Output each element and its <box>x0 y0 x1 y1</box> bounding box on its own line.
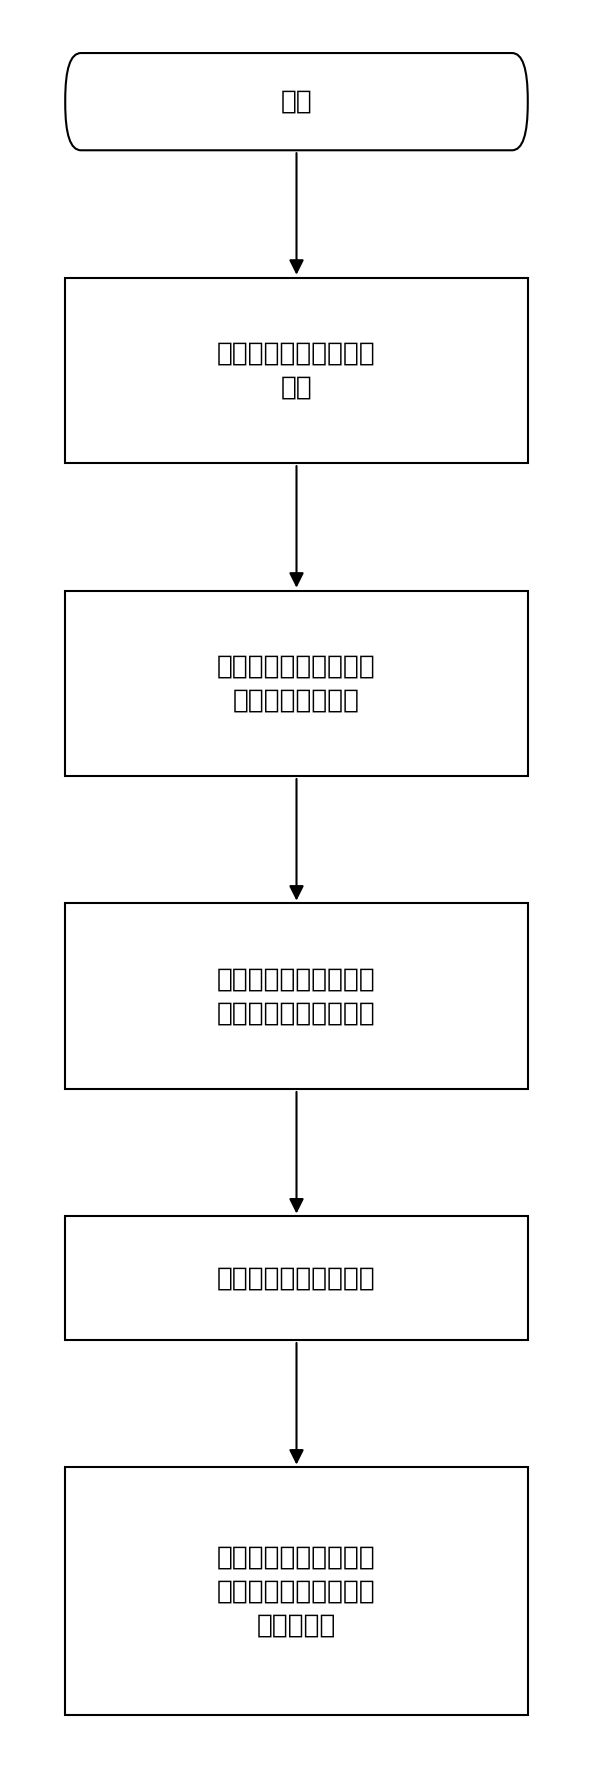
FancyBboxPatch shape <box>65 53 528 150</box>
Bar <box>65 278 528 463</box>
Text: 获得不带血管的肺实质
区域: 获得不带血管的肺实质 区域 <box>217 341 376 400</box>
Text: 利用最优阈值提取血管: 利用最优阈值提取血管 <box>217 1266 376 1291</box>
Bar <box>65 1216 528 1340</box>
Bar <box>65 903 528 1089</box>
Bar <box>65 1467 528 1715</box>
Bar <box>65 591 528 776</box>
Text: 剔除黏连边界得到两个
独立的肺实质区域: 剔除黏连边界得到两个 独立的肺实质区域 <box>217 654 376 713</box>
Text: 将血管填充进肺实质区
域，得到最优分割阈值: 将血管填充进肺实质区 域，得到最优分割阈值 <box>217 967 376 1025</box>
Text: 开始: 开始 <box>280 88 313 115</box>
Text: 使每个肺叶中血管成为
独立的连通域并提取血
管中心路径: 使每个肺叶中血管成为 独立的连通域并提取血 管中心路径 <box>217 1543 376 1639</box>
